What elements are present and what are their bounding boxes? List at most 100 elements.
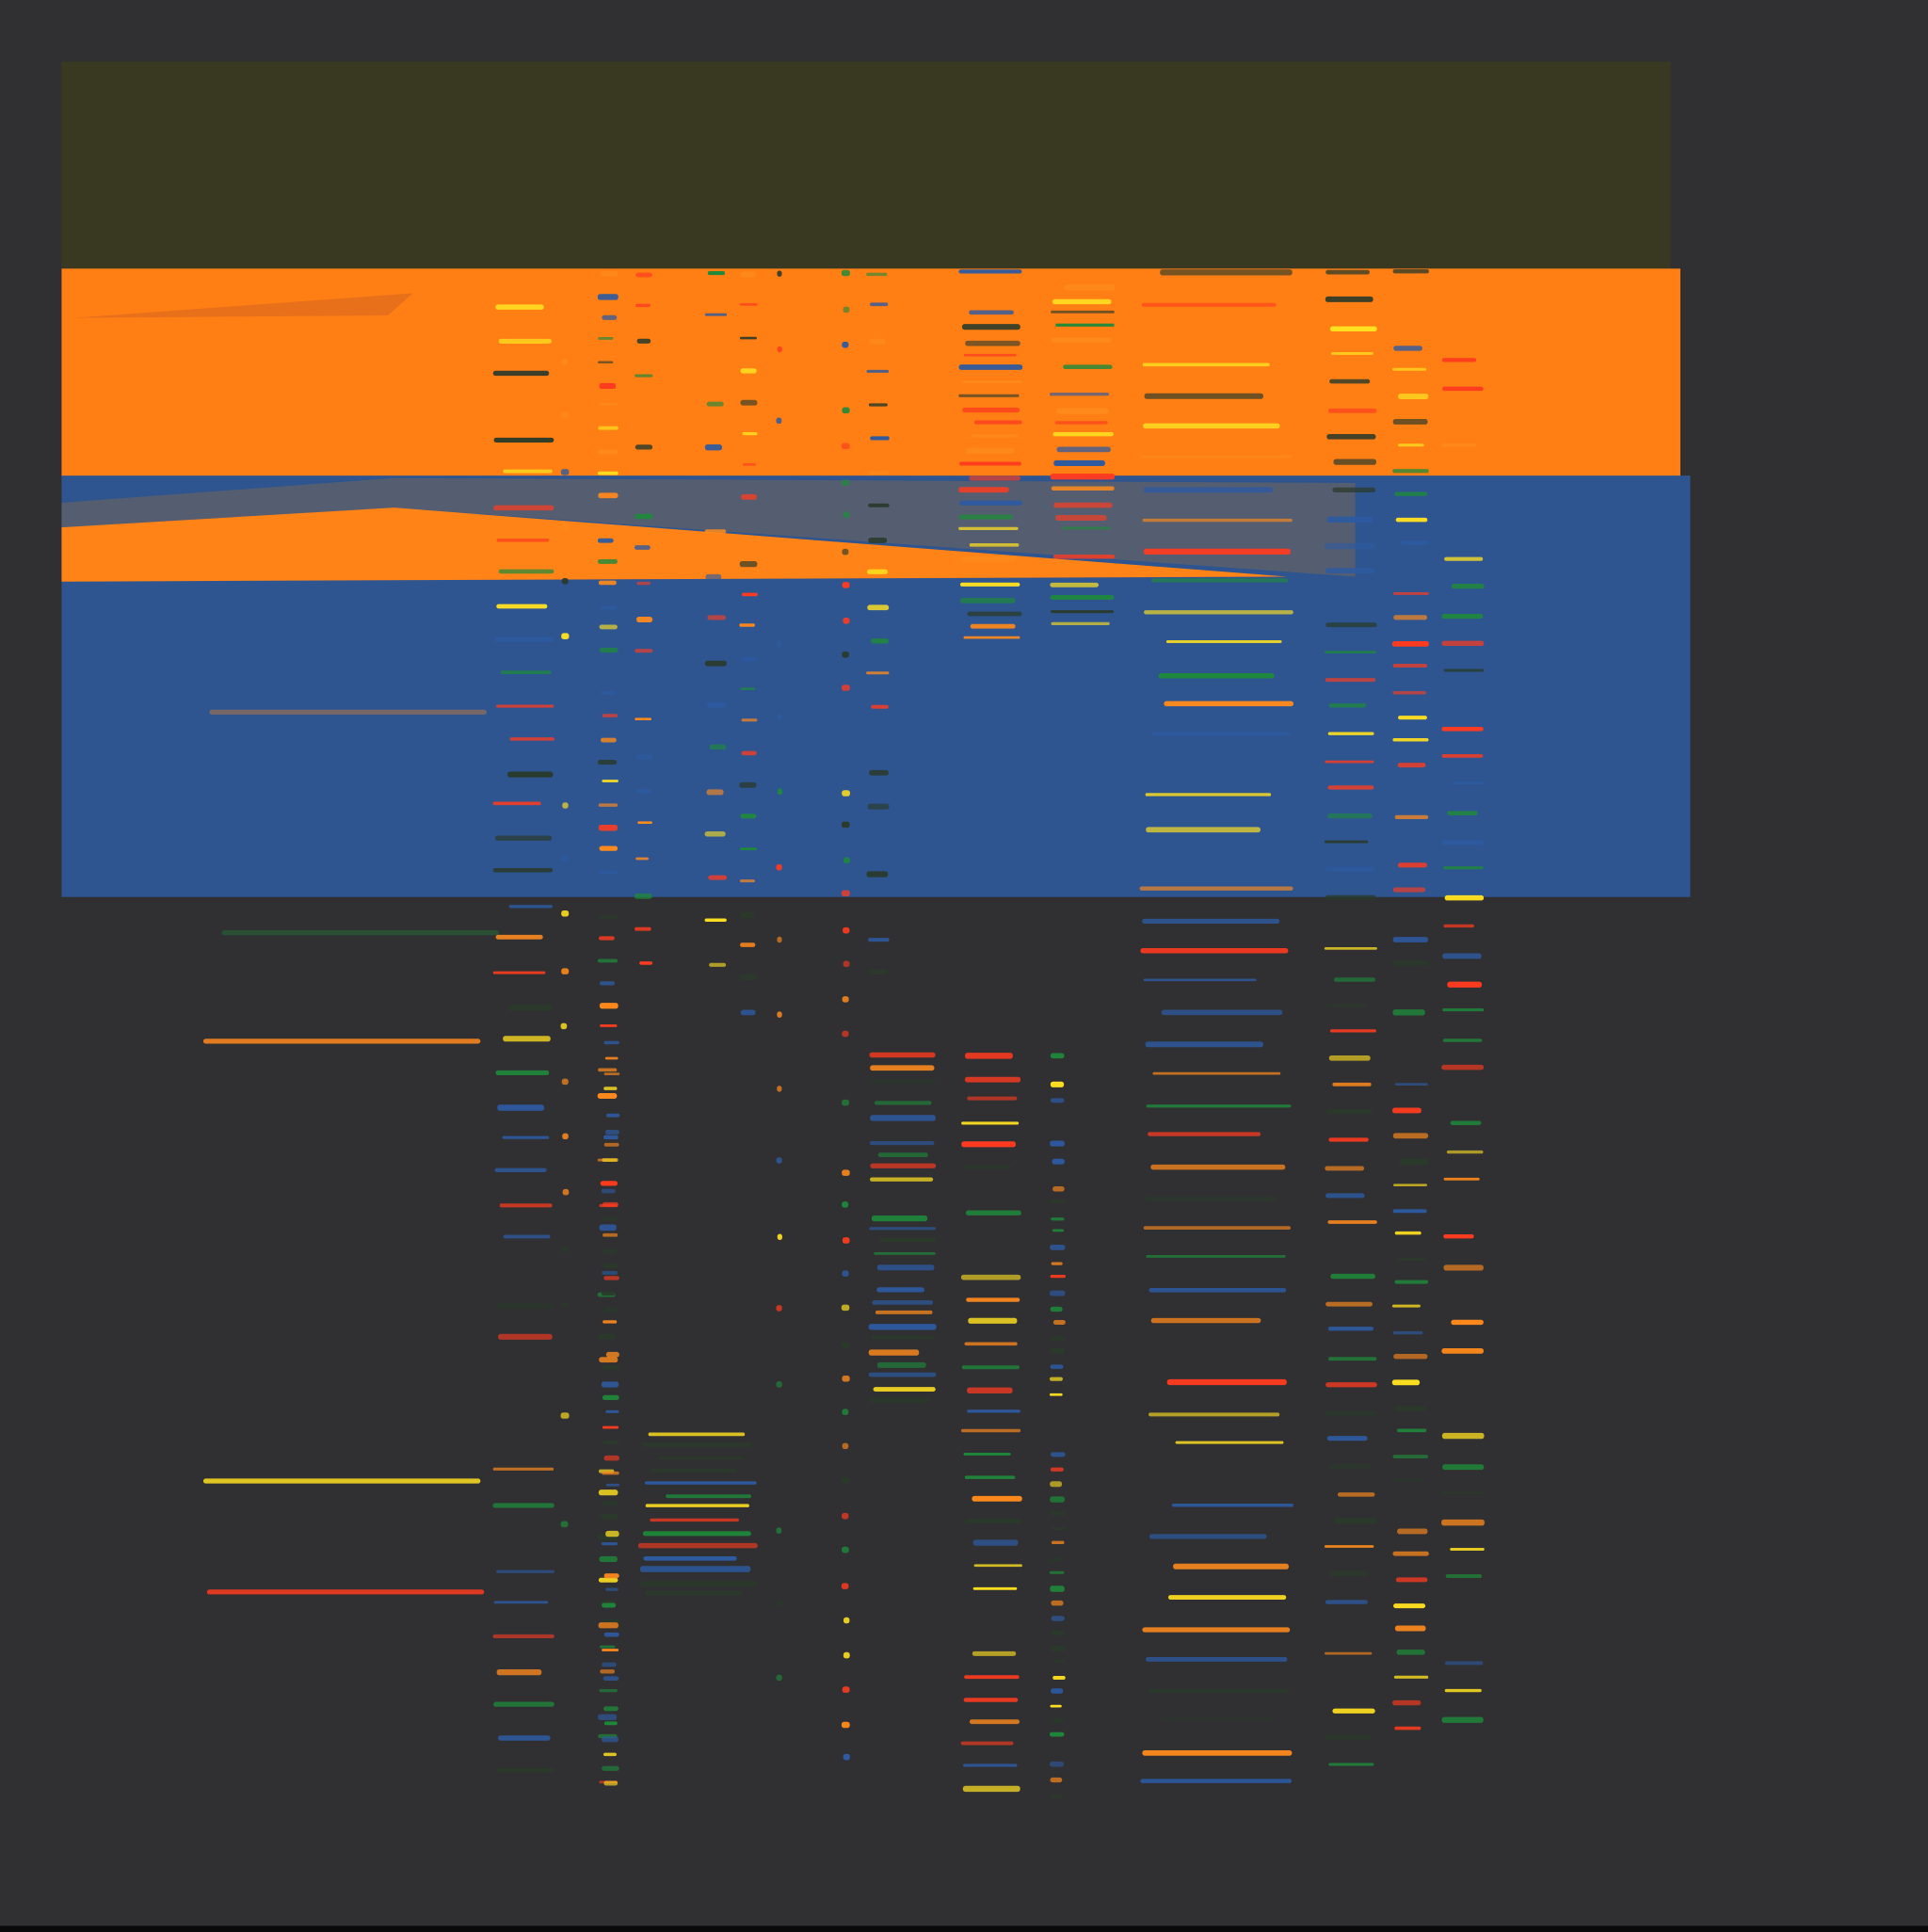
stroke [1324,840,1369,844]
stroke [1324,651,1376,653]
stroke [709,962,727,967]
stroke [842,790,850,797]
stroke [844,857,850,864]
stroke [1145,1197,1277,1201]
stroke [742,592,758,597]
stroke [739,974,758,981]
stroke [650,1468,737,1473]
stroke [1050,1481,1063,1488]
stroke [1392,1699,1422,1706]
stroke [1445,1573,1483,1579]
stroke [867,569,888,574]
stroke [508,905,553,909]
stroke [1392,738,1429,742]
stroke [841,1721,850,1729]
stroke [1332,1708,1375,1714]
stroke [868,338,886,345]
stroke [1050,1347,1065,1354]
stroke [776,1674,782,1682]
stroke [599,1224,617,1232]
stroke [1446,1150,1484,1154]
stroke [1145,793,1272,797]
stroke [634,893,652,899]
stroke [870,1397,929,1404]
stroke [603,1306,618,1313]
stroke [869,1079,937,1084]
stroke [1450,1547,1485,1551]
stroke [870,1177,934,1182]
stroke [1447,981,1483,988]
stroke [871,1216,928,1222]
stroke [1052,555,1116,559]
stroke [867,604,890,611]
stroke [1327,408,1377,413]
stroke [875,1310,933,1314]
stroke [498,1735,551,1741]
stroke [602,1513,619,1520]
stroke [597,538,614,543]
stroke [1398,443,1424,447]
stroke [1393,1353,1428,1360]
stroke [1443,866,1484,870]
stroke [868,1349,920,1356]
stroke [495,1070,550,1075]
stroke [1441,1519,1485,1526]
stroke [492,370,550,377]
stroke [842,996,849,1003]
stroke [561,910,570,917]
stroke [704,918,727,923]
stroke [776,417,782,425]
stroke [1392,268,1430,274]
stroke [1050,1245,1066,1250]
stroke [1139,886,1293,891]
stroke [599,1555,618,1563]
stroke [492,1634,554,1639]
stroke [842,1099,850,1106]
stroke [879,1237,937,1243]
stroke [1324,1410,1376,1416]
stroke [742,462,756,466]
stroke [872,1300,934,1305]
stroke [602,1425,619,1429]
stroke [561,633,570,639]
stroke [602,1158,619,1162]
stroke [959,597,1016,604]
stroke [1394,1083,1428,1086]
stroke [776,1305,782,1312]
stroke [841,1342,850,1348]
stroke [1441,1716,1484,1723]
stroke [602,1602,617,1608]
stroke [1392,1107,1422,1114]
stroke [1398,716,1427,720]
stroke [776,863,782,871]
stroke [605,1587,619,1591]
stroke [1441,443,1477,447]
stroke [967,611,1022,617]
stroke [1392,663,1428,668]
stroke [1398,1258,1425,1262]
stroke [1324,946,1377,950]
stroke [1146,1104,1292,1108]
stroke [968,1317,1018,1324]
stroke [1392,1209,1427,1214]
stroke [965,1053,1013,1059]
stroke [635,649,653,653]
stroke [868,1324,937,1330]
stroke [868,503,890,507]
stroke [842,1030,849,1038]
stroke [1447,811,1478,815]
stroke [601,1188,616,1194]
stroke [739,879,755,883]
stroke [495,1302,554,1310]
stroke [841,1304,850,1312]
stroke [1325,760,1374,764]
stroke [603,1573,619,1579]
stroke [972,1650,1017,1656]
stroke [965,1519,1021,1523]
stroke [868,403,888,407]
stroke [1327,1220,1377,1224]
stroke [1050,1704,1062,1708]
stroke [876,1287,924,1293]
stroke [666,1494,752,1499]
stroke [603,1632,619,1637]
